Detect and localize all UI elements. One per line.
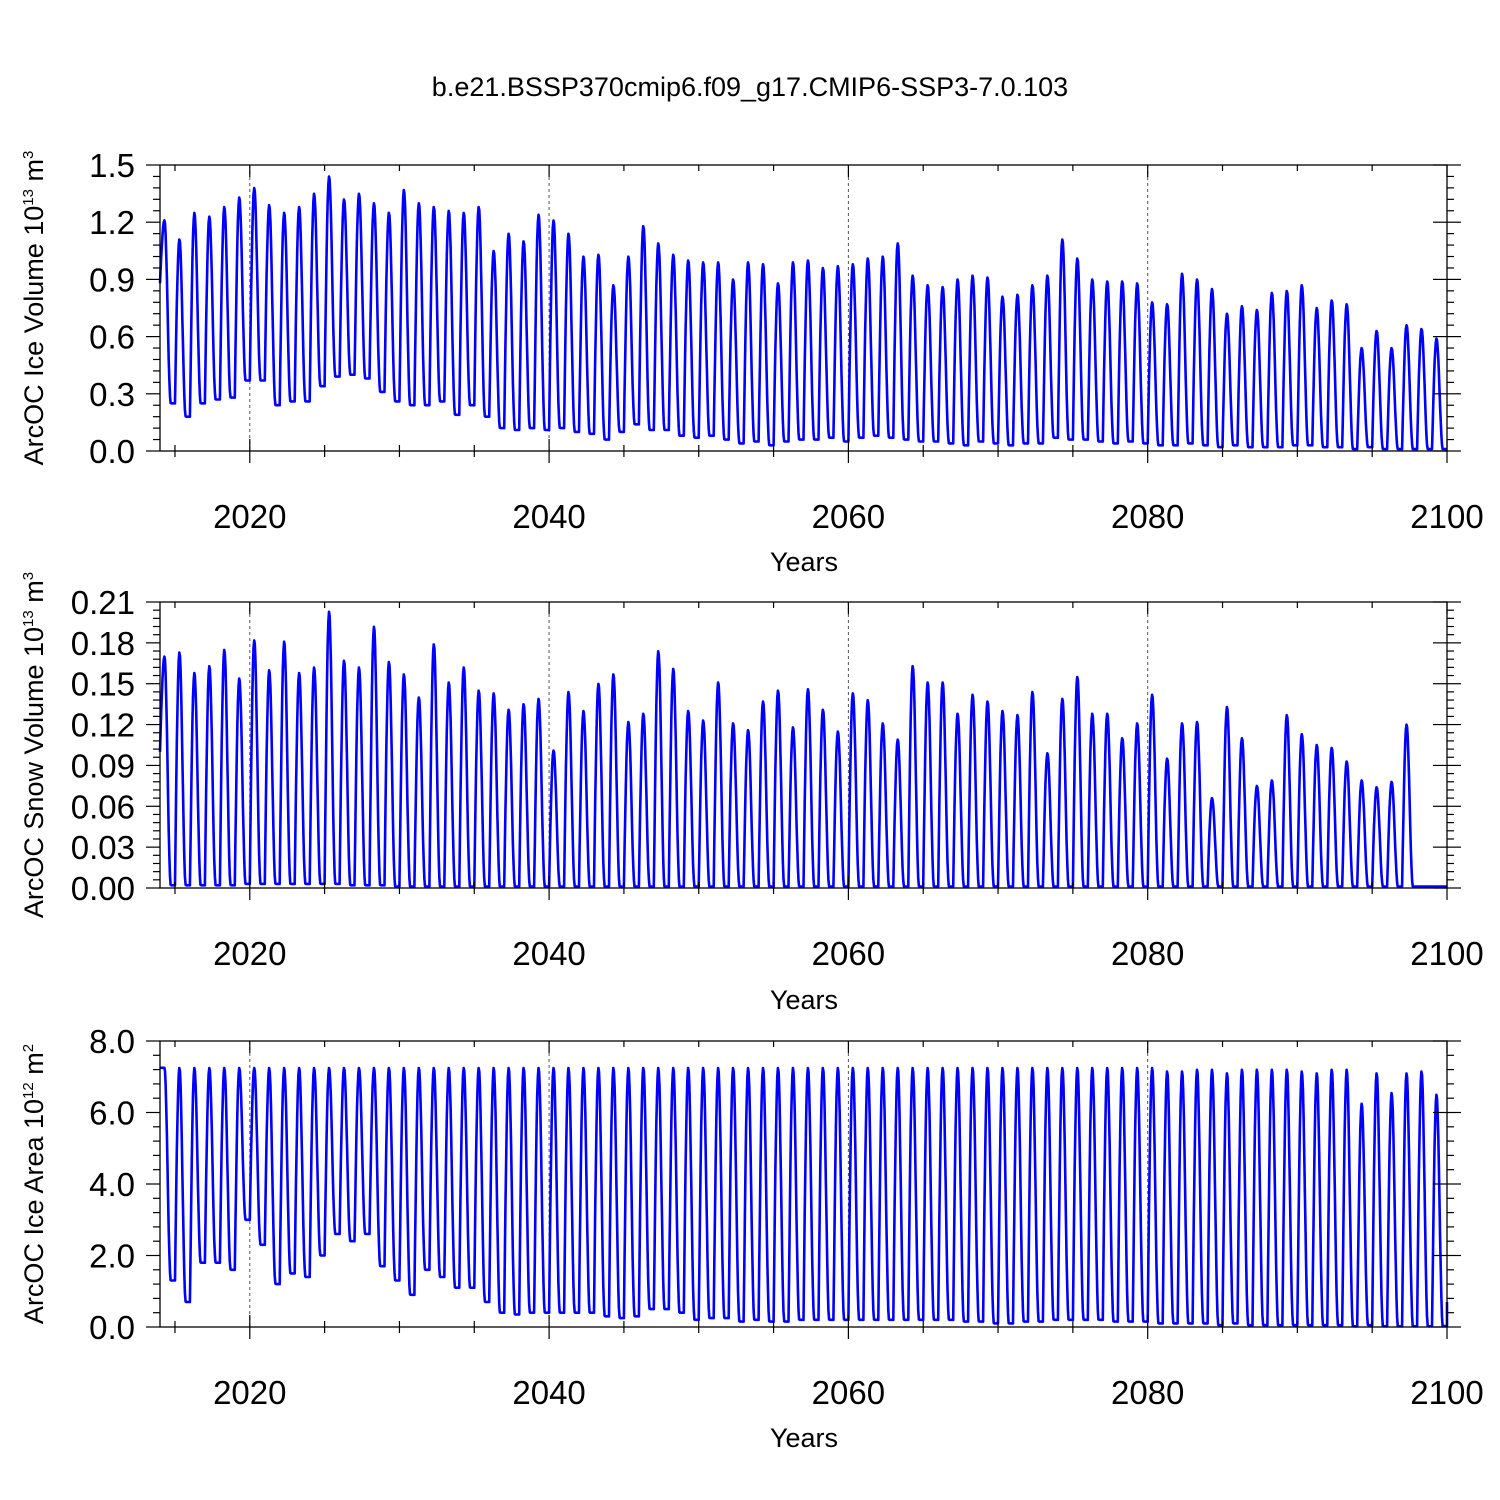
ice-area-ylabel: ArcOC Ice Area 1012 m2: [19, 1044, 49, 1324]
ice-volume-ytick-label: 1.2: [89, 204, 135, 241]
ice-area-ytick-label: 0.0: [89, 1309, 135, 1346]
snow-volume-xtick-label: 2060: [812, 935, 885, 972]
snow-volume-ytick-label: 0.00: [71, 870, 135, 907]
ice-volume-ytick-label: 1.5: [89, 147, 135, 184]
ice-volume-plot-frame: [159, 164, 1448, 452]
ice-area-xtick-label: 2060: [812, 1374, 885, 1411]
ice-area-ytick-label: 4.0: [89, 1166, 135, 1203]
ice-area-ytick-label: 6.0: [89, 1095, 135, 1132]
ice-area-xtick-label: 2100: [1410, 1374, 1483, 1411]
snow-volume-xtick-label: 2040: [512, 935, 585, 972]
ice-area-series-line: [159, 1066, 1449, 1328]
ice-area-xtick-label: 2080: [1111, 1374, 1184, 1411]
snow-volume-xtick-label: 2100: [1410, 935, 1483, 972]
snow-volume-ytick-label: 0.09: [71, 747, 135, 784]
snow-volume-panel: ArcOC Snow Volume 1013 m3 Years 2020 2040…: [19, 572, 1484, 1015]
snow-volume-ytick-label: 0.06: [71, 788, 135, 825]
ice-volume-xlabel: Years: [770, 547, 838, 577]
ice-volume-ytick-label: 0.0: [89, 433, 135, 470]
snow-volume-xtick-label: 2080: [1111, 935, 1184, 972]
ice-volume-ylabel: ArcOC Ice Volume 1013 m3: [19, 151, 49, 466]
ice-volume-ytick-label: 0.9: [89, 261, 135, 298]
snow-volume-ytick-label: 0.18: [71, 625, 135, 662]
snow-volume-ylabel: ArcOC Snow Volume 1013 m3: [19, 572, 49, 918]
snow-volume-xlabel: Years: [770, 985, 838, 1015]
ice-area-xtick-label: 2020: [213, 1374, 286, 1411]
ice-area-xtick-label: 2040: [512, 1374, 585, 1411]
snow-volume-ytick-label: 0.03: [71, 829, 135, 866]
ice-volume-xtick-label: 2060: [812, 498, 885, 535]
ice-volume-xtick-label: 2020: [213, 498, 286, 535]
ice-area-panel: ArcOC Ice Area 1012 m2 Years 2020 2040 206…: [19, 1023, 1484, 1453]
ice-volume-panel: ArcOC Ice Volume 1013 m3 Years 2020 2040 2…: [19, 147, 1484, 577]
snow-volume-ytick-label: 0.21: [71, 584, 135, 621]
snow-volume-ytick-label: 0.12: [71, 707, 135, 744]
snow-volume-plot-frame: [159, 601, 1448, 889]
ice-volume-xtick-label: 2100: [1410, 498, 1483, 535]
ice-volume-xtick-label: 2080: [1111, 498, 1184, 535]
ice-volume-ytick-label: 0.6: [89, 319, 135, 356]
ice-area-ytick-label: 8.0: [89, 1023, 135, 1060]
snow-volume-series-line: [158, 610, 1448, 888]
ice-area-xlabel: Years: [770, 1423, 838, 1453]
ice-volume-ytick-label: 0.3: [89, 376, 135, 413]
ice-volume-series-line: [158, 175, 1448, 451]
figure-title: b.e21.BSSP370cmip6.f09_g17.CMIP6-SSP3-7.…: [432, 72, 1068, 102]
ice-volume-xtick-label: 2040: [512, 498, 585, 535]
snow-volume-xtick-label: 2020: [213, 935, 286, 972]
ice-area-ytick-label: 2.0: [89, 1238, 135, 1275]
snow-volume-ytick-label: 0.15: [71, 666, 135, 703]
